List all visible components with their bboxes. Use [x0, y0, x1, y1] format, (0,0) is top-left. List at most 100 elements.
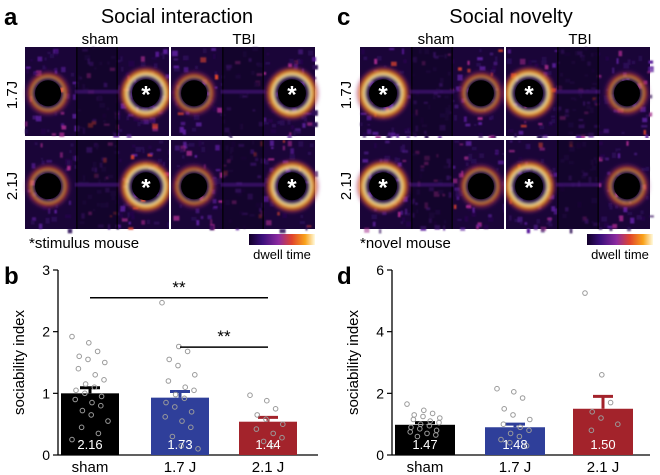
data-point [253, 426, 260, 432]
chart-panel-b: sociability index 0 1 2 3 2.16 sham 1.73 1.7 J 1.… [11, 262, 318, 475]
y-tick-label: 0 [376, 447, 384, 463]
panel-c-heatmap-1-0: * [355, 140, 508, 234]
data-point [72, 396, 78, 403]
data-point [159, 299, 165, 306]
y-tick-label: 4 [376, 324, 384, 340]
data-point [280, 421, 286, 428]
data-point [589, 409, 596, 415]
data-point [404, 401, 410, 407]
panel-c-footnote: *novel mouse [360, 235, 451, 252]
panel-a-row-label-2: 2.1J [4, 172, 21, 200]
data-point [437, 415, 443, 421]
data-point [101, 377, 107, 383]
category-label: sham [72, 459, 109, 475]
y-tick-label: 0 [42, 447, 50, 463]
data-point [426, 422, 433, 429]
significance-label: ** [172, 278, 186, 297]
panel-c-colorbar-label: dwell time [591, 247, 649, 262]
panel-a-heatmap-0-0: * [24, 47, 174, 139]
data-point [582, 290, 588, 296]
data-point [507, 430, 514, 437]
stimulus-asterisk: * [524, 174, 534, 201]
panel-a-title: Social interaction [101, 6, 253, 28]
stimulus-asterisk: * [141, 174, 151, 201]
data-point [73, 387, 79, 394]
bar-value-label: 1.73 [167, 437, 192, 452]
data-point [414, 433, 421, 440]
panel-c-col-label-sham: sham [418, 31, 455, 48]
category-label: 2.1 J [252, 459, 285, 475]
data-point [599, 372, 605, 378]
data-point [407, 429, 414, 435]
panel-c-heatmap-0-1: * [501, 47, 654, 141]
data-point [270, 430, 277, 437]
bar-value-label: 1.48 [502, 437, 527, 452]
data-point [91, 384, 98, 391]
category-label: 1.7 J [164, 459, 197, 475]
data-point [260, 438, 267, 445]
data-point [429, 410, 436, 417]
data-point [95, 430, 102, 437]
data-point [169, 433, 176, 440]
data-point [175, 362, 181, 369]
panel-c-col-label-tbi: TBI [568, 31, 591, 48]
data-point [498, 436, 504, 443]
panel-c-title: Social novelty [449, 6, 572, 28]
data-point [195, 446, 201, 452]
data-point [254, 412, 261, 418]
y-axis-label: sociability index [345, 309, 362, 415]
data-point [494, 385, 500, 392]
data-point [417, 426, 423, 432]
stimulus-asterisk: * [378, 174, 388, 201]
bar-2.1J [239, 421, 297, 455]
panel-c-heatmap-0-0: * [355, 47, 507, 142]
data-point [88, 412, 94, 418]
data-point [516, 433, 523, 440]
panel-a-col-label-sham: sham [82, 31, 119, 48]
stimulus-asterisk: * [524, 81, 534, 108]
data-point [279, 434, 285, 441]
bar-value-label: 1.47 [412, 437, 437, 452]
data-point [82, 390, 88, 397]
y-tick-label: 3 [42, 262, 50, 278]
data-point [98, 393, 105, 400]
data-point [105, 418, 111, 424]
data-point [184, 348, 191, 355]
panel-a-colorbar-label: dwell time [253, 247, 311, 262]
data-point [69, 436, 75, 443]
data-point [247, 392, 253, 399]
data-point [517, 424, 524, 431]
data-point [519, 395, 526, 401]
panel-a-heatmap-1-1: * [170, 140, 320, 234]
chart-panel-d: sociability index 0 2 4 6 1.47 sham 1.48 1.7 J 1.… [345, 262, 650, 475]
data-point [188, 424, 194, 431]
stimulus-asterisk: * [378, 81, 388, 108]
panel-a-heatmap-1-0: * [24, 140, 174, 234]
data-point [163, 399, 169, 406]
data-point [192, 372, 198, 378]
stimulus-asterisk: * [287, 174, 297, 201]
data-point [436, 419, 442, 426]
data-point [162, 414, 168, 420]
data-point [420, 413, 426, 420]
data-point [78, 424, 85, 431]
data-point [85, 356, 91, 363]
panel-a-heatmap-0-1: * [170, 47, 320, 141]
category-label: 2.1 J [587, 459, 620, 475]
y-tick-label: 6 [376, 262, 384, 278]
significance-label: ** [217, 327, 231, 346]
panel-b-letter: b [4, 263, 19, 290]
panel-d-letter: d [337, 263, 352, 290]
bar-value-label: 2.16 [77, 437, 102, 452]
data-point [269, 443, 276, 449]
bar-1.7J [485, 427, 545, 455]
data-point [94, 348, 101, 355]
data-point [263, 416, 269, 423]
panel-c-row-label-1: 1.7J [338, 81, 355, 109]
panel-a-colorbar [249, 234, 315, 245]
data-point [588, 427, 595, 434]
data-point [510, 412, 516, 418]
panel-c-heatmap-1-1: * [501, 140, 654, 234]
data-point [526, 427, 532, 434]
